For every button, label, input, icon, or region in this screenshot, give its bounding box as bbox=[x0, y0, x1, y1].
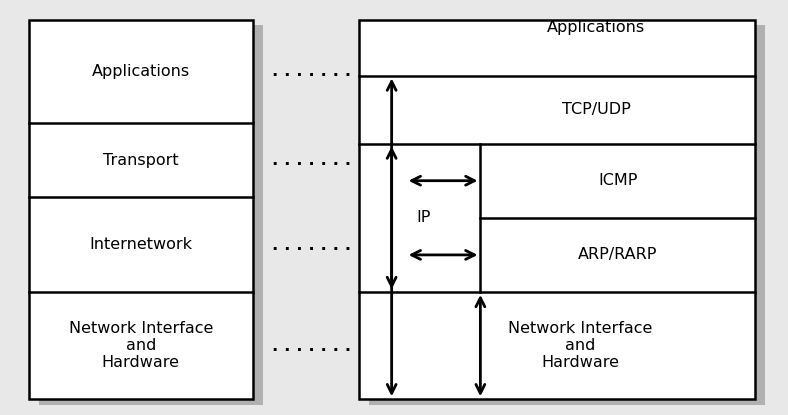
Text: Applications: Applications bbox=[547, 20, 645, 35]
Text: Applications: Applications bbox=[91, 64, 190, 79]
Bar bbox=[369, 25, 765, 405]
Text: . . . . . . .: . . . . . . . bbox=[272, 151, 351, 169]
Text: ICMP: ICMP bbox=[598, 173, 637, 188]
Text: . . . . . . .: . . . . . . . bbox=[272, 236, 351, 254]
Text: . . . . . . .: . . . . . . . bbox=[272, 337, 351, 354]
Bar bbox=[39, 25, 263, 405]
Text: TCP/UDP: TCP/UDP bbox=[562, 102, 630, 117]
Bar bbox=[29, 20, 253, 399]
Text: ARP/RARP: ARP/RARP bbox=[578, 247, 657, 262]
Text: IP: IP bbox=[416, 210, 430, 225]
Bar bbox=[359, 20, 755, 399]
Text: Transport: Transport bbox=[103, 153, 179, 168]
Text: Network Interface
and
Hardware: Network Interface and Hardware bbox=[508, 321, 652, 371]
Text: Internetwork: Internetwork bbox=[89, 237, 192, 252]
Text: . . . . . . .: . . . . . . . bbox=[272, 63, 351, 81]
Text: Network Interface
and
Hardware: Network Interface and Hardware bbox=[69, 321, 213, 371]
